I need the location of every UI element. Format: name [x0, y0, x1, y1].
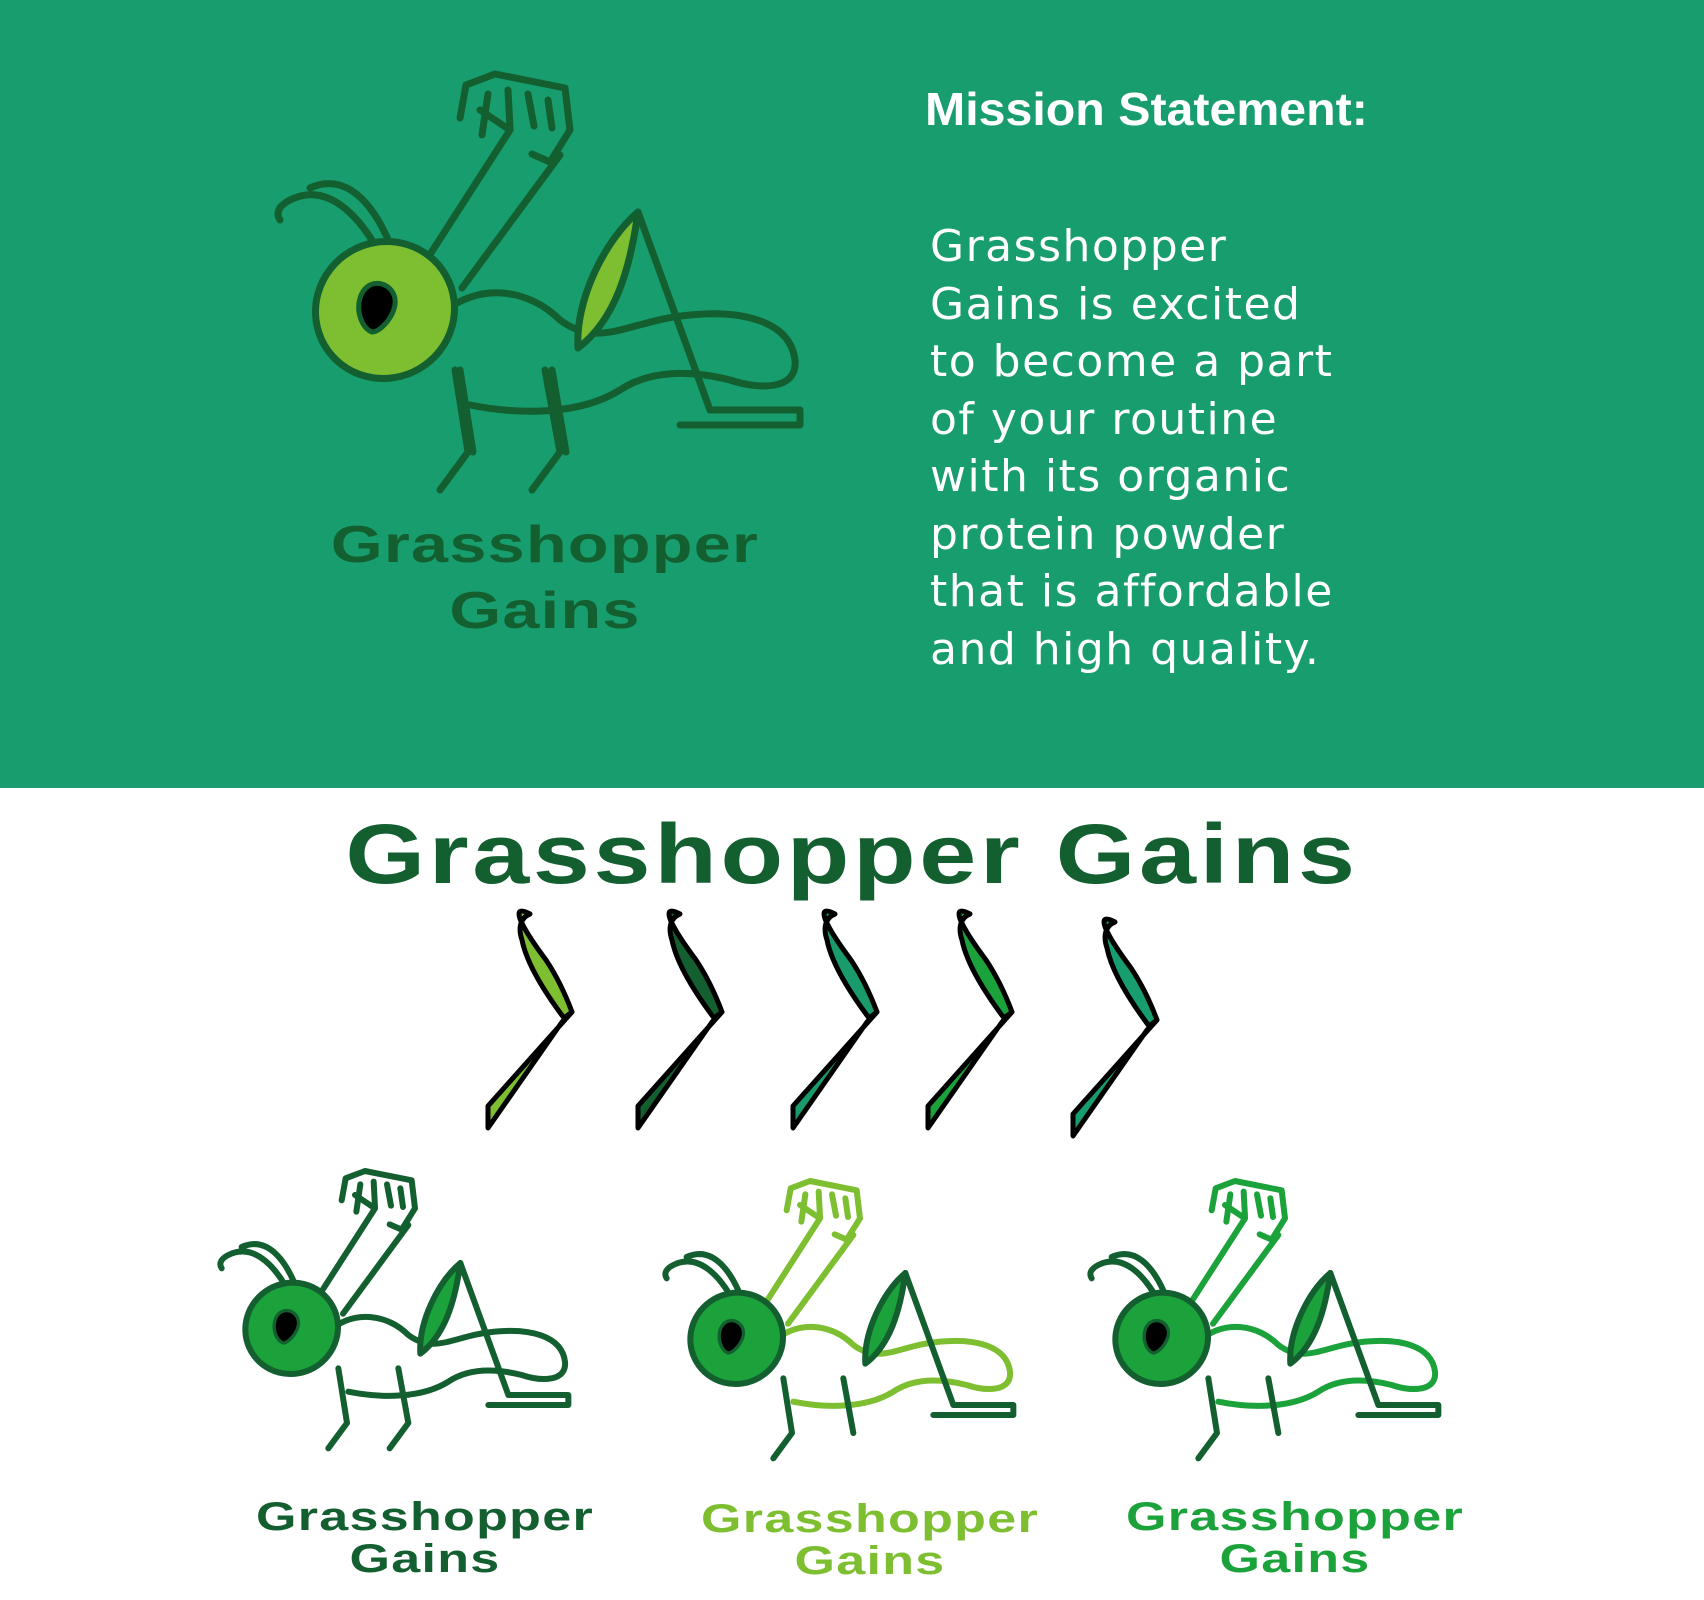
- mission-line: and high quality.: [930, 623, 1321, 675]
- variant-name-line2: Gains: [1219, 1537, 1371, 1581]
- swatch-sea-green: [1073, 919, 1157, 1136]
- logo-variant-dark: [215, 1150, 575, 1480]
- mission-line: that is affordable: [930, 566, 1334, 617]
- mission-title: Mission Statement:: [925, 83, 1368, 135]
- swatch-teal-green: [793, 911, 877, 1128]
- logo-wordmark-line2: Gains: [449, 582, 641, 640]
- logo-variant-lime-name: Grasshopper Gains: [597, 1498, 1143, 1582]
- swatch-lime: [488, 911, 572, 1128]
- mission-line: of your routine: [930, 393, 1279, 445]
- logo-wordmark-line1: Grasshopper: [330, 516, 760, 574]
- logo-variant-bright-name: Grasshopper Gains: [1022, 1496, 1568, 1580]
- variant-name-line1: Grasshopper: [256, 1495, 594, 1539]
- mission-line: protein powder: [930, 508, 1286, 560]
- mission-line: Gains is excited: [930, 278, 1302, 330]
- grasshopper-mascot-icon: [662, 1178, 1017, 1462]
- mission-band: [0, 0, 1704, 788]
- mission-line: to become a part: [930, 336, 1334, 387]
- swatch-row: [470, 900, 1230, 1150]
- variant-name-line1: Grasshopper: [1126, 1495, 1464, 1539]
- grasshopper-logo-main: [270, 70, 810, 510]
- brand-title: Grasshopper Gains: [345, 807, 1359, 901]
- variant-name-line2: Gains: [794, 1539, 946, 1583]
- logo-wordmark-main: Grasshopper Gains: [219, 512, 872, 644]
- color-swatches: [470, 900, 1230, 1154]
- mission-line: Grasshopper: [930, 221, 1228, 272]
- mission-statement: Grasshopper Gains is excited to become a…: [930, 218, 1490, 678]
- variant-name-line1: Grasshopper: [701, 1497, 1039, 1541]
- logo-variant-dark-name: Grasshopper Gains: [152, 1496, 698, 1580]
- grasshopper-mascot-icon: [217, 1168, 572, 1452]
- swatch-dark-green: [638, 911, 722, 1128]
- mission-line: with its organic: [930, 451, 1292, 502]
- grasshopper-mascot-icon: [1087, 1178, 1442, 1462]
- swatch-bright-green: [928, 911, 1012, 1128]
- logo-variant-lime: [660, 1165, 1020, 1485]
- variant-name-line2: Gains: [349, 1537, 501, 1581]
- grasshopper-mascot-icon: [274, 70, 804, 494]
- logo-variant-bright: [1085, 1165, 1445, 1485]
